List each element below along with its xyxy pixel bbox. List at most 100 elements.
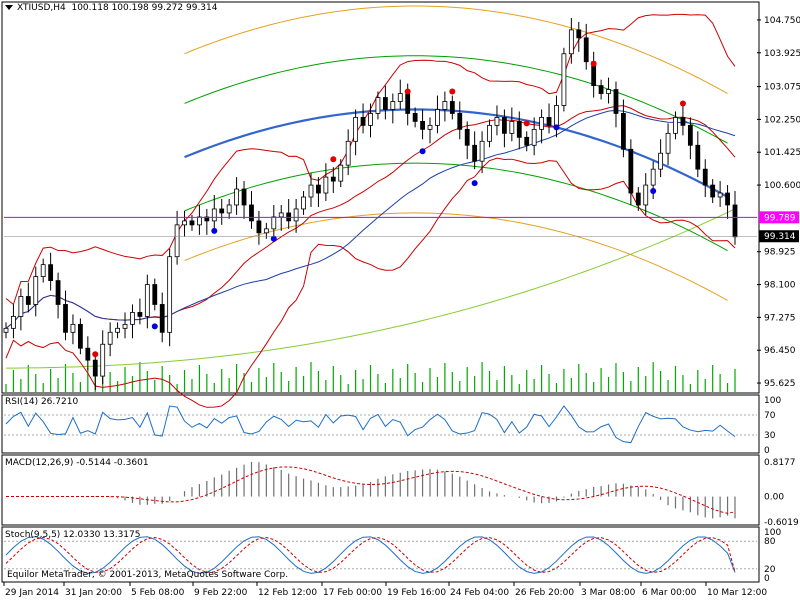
candle-body <box>427 124 433 130</box>
candle-body <box>710 184 716 198</box>
stoch-label: Stoch(9,5,5) 12.0330 13.3175 <box>5 530 141 540</box>
macd-axis-label: 0.8177 <box>764 458 796 468</box>
price-tick-label: 95.625 <box>764 379 796 389</box>
rsi-line <box>5 405 736 444</box>
candle-body <box>219 208 225 214</box>
candle-body <box>621 113 626 150</box>
time-axis-label: 3 Mar 08:00 <box>581 588 636 598</box>
fractal-up-marker <box>92 351 99 358</box>
rsi-plot-layer <box>4 405 757 444</box>
time-axis-label: 17 Feb 00:00 <box>323 588 382 598</box>
candle-body <box>390 101 396 110</box>
time-axis-label: 9 Feb 22:00 <box>194 588 248 598</box>
macd-axis-label: -0.6019 <box>764 518 799 528</box>
candle-body <box>3 327 9 333</box>
candle-body <box>301 196 306 210</box>
candle-body <box>159 304 165 333</box>
rsi-pane[interactable] <box>1 394 760 454</box>
main-price-pane[interactable] <box>1 1 760 394</box>
candle-body <box>524 136 530 146</box>
candle-body <box>323 176 329 194</box>
candle-body <box>70 323 76 333</box>
price-tick-label: 98.100 <box>764 281 796 291</box>
price-tick-label: 97.275 <box>764 313 796 323</box>
ohlc-values: 100.118 100.198 99.272 99.314 <box>71 3 218 13</box>
price-tick-label: 102.250 <box>764 115 800 125</box>
chart-header: XTIUSD,H4 100.118 100.198 99.272 99.314 <box>5 3 217 13</box>
fractal-up-marker <box>449 88 456 95</box>
rsi-axis-label: 70 <box>764 411 776 421</box>
candle-body <box>420 121 425 130</box>
candle-body <box>293 208 299 222</box>
candle-body <box>472 144 478 162</box>
candle-body <box>308 184 314 198</box>
std-channel-upper-outer <box>184 5 728 94</box>
candle-body <box>680 117 686 126</box>
candle-body <box>137 312 143 317</box>
candle-body <box>271 216 277 230</box>
time-axis-label: 19 Feb 16:00 <box>387 588 446 598</box>
fractal-down-marker <box>151 323 158 330</box>
long-ma-line <box>5 208 736 369</box>
std-channel-lower-inner <box>184 162 728 252</box>
candle-body <box>33 276 39 305</box>
candle-body <box>702 168 708 186</box>
time-axis-label: 6 Mar 00:00 <box>642 588 697 598</box>
current-price-label: 99.314 <box>764 232 796 242</box>
candle-body <box>457 113 463 130</box>
candle-body <box>152 284 158 305</box>
copyright-notice: Equilor MetaTrader, © 2001-2013, MetaQuo… <box>7 570 289 580</box>
candle-body <box>628 148 634 194</box>
candle-body <box>85 347 91 361</box>
fractal-down-marker <box>471 180 478 187</box>
stoch-main-line <box>5 536 736 574</box>
candle-body <box>412 113 418 122</box>
candle-body <box>546 117 552 126</box>
candle-body <box>360 117 366 126</box>
macd-pane[interactable] <box>1 454 760 526</box>
stoch-axis-label: 0 <box>764 574 770 584</box>
stoch-axis-label: 20 <box>764 565 776 575</box>
time-axis-label: 5 Feb 08:00 <box>131 588 185 598</box>
candle-body <box>263 228 269 234</box>
candle-body <box>249 204 254 222</box>
candle-body <box>382 97 388 110</box>
candle-body <box>449 101 455 114</box>
candle-body <box>77 323 83 349</box>
candle-body <box>256 220 262 234</box>
price-tick-label: 103.925 <box>764 49 800 59</box>
horizontal-line-price-label: 99.789 <box>764 213 796 223</box>
stoch-axis-label: 80 <box>764 537 776 547</box>
candle-body <box>405 93 411 114</box>
macd-signal-line <box>6 466 736 514</box>
candle-body <box>234 188 240 206</box>
candle-body <box>568 29 574 55</box>
fractal-down-marker <box>419 148 426 155</box>
std-channel-lower-outer <box>184 212 728 301</box>
candle-body <box>717 192 723 198</box>
time-axis-label: 24 Feb 04:00 <box>450 588 509 598</box>
price-tick-label: 98.925 <box>764 248 796 258</box>
rsi-axis-label: 100 <box>764 396 781 406</box>
candle-body <box>130 312 135 325</box>
candle-body <box>115 327 120 333</box>
candle-body <box>501 117 507 134</box>
candle-body <box>48 264 54 281</box>
candle-body <box>606 89 611 94</box>
candle-body <box>92 359 98 377</box>
time-axis-label: 26 Feb 20:00 <box>515 588 574 598</box>
dropdown-triangle-icon[interactable] <box>5 5 13 10</box>
candle-body <box>687 124 693 146</box>
regression-channel-midline <box>184 108 729 198</box>
candle-body <box>643 184 649 206</box>
price-tick-label: 103.075 <box>764 83 800 93</box>
axes-layer: 104.750 103.925 103.075 102.250 101.425 100.6… <box>3 16 800 598</box>
bollinger-lower-band <box>5 157 736 408</box>
fractal-up-marker <box>590 60 597 67</box>
stoch-pane[interactable] <box>1 526 760 583</box>
candle-body <box>63 304 68 333</box>
candle-body <box>174 224 180 258</box>
candle-body <box>658 152 664 170</box>
